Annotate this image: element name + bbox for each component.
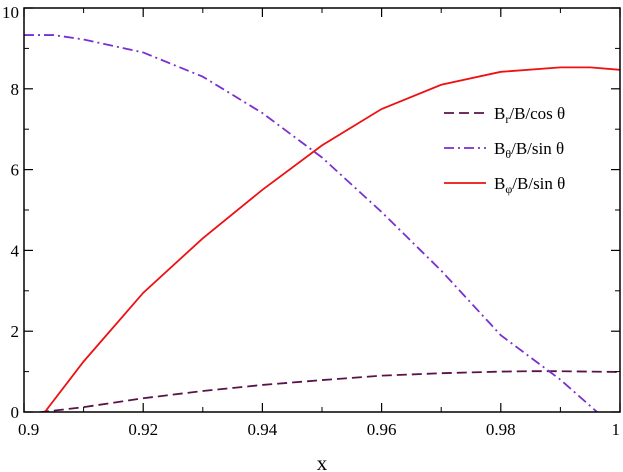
plot-frame xyxy=(23,7,621,413)
y-tick-label: 2 xyxy=(11,322,20,341)
series-layer xyxy=(24,34,620,412)
y-tick-label: 0 xyxy=(11,403,20,422)
x-tick-label: 1 xyxy=(612,420,621,439)
x-tick-label: 0.94 xyxy=(248,420,278,439)
legend-label-0: Br/B/cos θ xyxy=(494,104,565,126)
legend-label-2: Bφ/B/sin θ xyxy=(494,174,565,196)
x-tick-label: 0.98 xyxy=(486,420,516,439)
series-line-1 xyxy=(24,34,599,412)
series-line-2 xyxy=(39,66,620,412)
legend-label-1: Bθ/B/sin θ xyxy=(494,139,564,161)
legend: Br/B/cos θ Bθ/B/sin θ Bφ/B/sin θ xyxy=(444,104,565,196)
x-tick-label: 0.92 xyxy=(128,420,158,439)
x-tick-label: 0.9 xyxy=(18,420,39,439)
y-tick-label: 8 xyxy=(11,80,20,99)
x-tick-label: 0.96 xyxy=(367,420,397,439)
x-axis-label: x xyxy=(317,451,328,472)
y-tick-label: 6 xyxy=(11,161,20,180)
y-tick-label: 10 xyxy=(2,3,19,22)
y-tick-label: 4 xyxy=(11,241,20,260)
